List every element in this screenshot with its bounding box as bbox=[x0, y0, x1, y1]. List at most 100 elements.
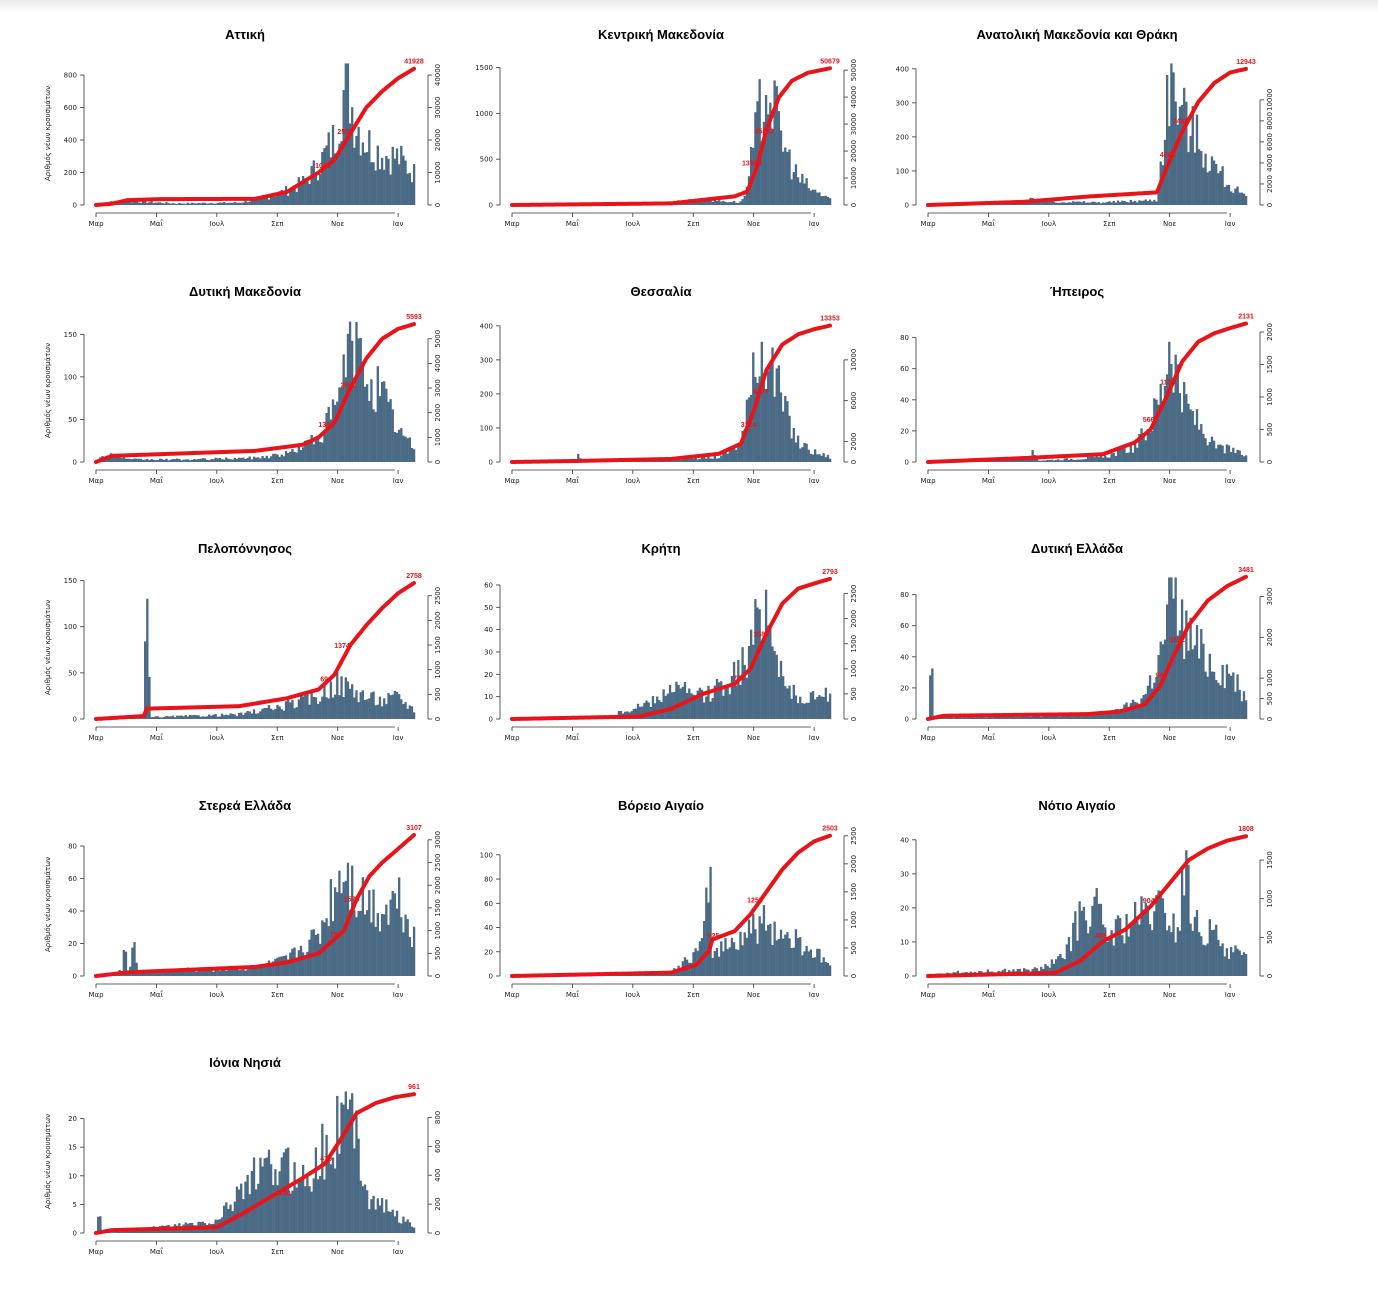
daily-bar bbox=[317, 1179, 319, 1233]
daily-bar bbox=[238, 970, 240, 976]
x-tick-label: Ιαν bbox=[393, 1248, 404, 1256]
daily-bar bbox=[176, 204, 178, 205]
y-tick-label: 30 bbox=[900, 870, 909, 878]
y-tick-label: 300 bbox=[896, 99, 909, 107]
daily-bar bbox=[726, 454, 728, 462]
daily-bar bbox=[1204, 945, 1206, 976]
daily-bar bbox=[735, 203, 737, 205]
daily-bar bbox=[812, 691, 814, 719]
daily-bar bbox=[1217, 173, 1219, 205]
cumulative-annotation: 25342 bbox=[755, 129, 775, 136]
daily-bar bbox=[234, 458, 236, 462]
y-tick-label: 60 bbox=[900, 365, 909, 373]
daily-bar bbox=[709, 867, 711, 976]
daily-bar bbox=[1074, 202, 1076, 205]
daily-bar bbox=[398, 164, 400, 205]
daily-bar bbox=[1096, 203, 1098, 205]
daily-bar bbox=[1243, 691, 1245, 719]
daily-bar bbox=[786, 932, 788, 976]
daily-bar bbox=[407, 174, 409, 205]
daily-bar bbox=[1183, 88, 1185, 205]
daily-bar bbox=[381, 158, 383, 205]
daily-bar bbox=[392, 695, 394, 719]
daily-bar bbox=[385, 905, 387, 976]
daily-bar bbox=[1215, 448, 1217, 462]
daily-bar bbox=[353, 910, 355, 976]
daily-bar bbox=[110, 1232, 112, 1233]
daily-bar bbox=[289, 452, 291, 462]
daily-bar bbox=[210, 716, 212, 719]
daily-bar bbox=[1245, 196, 1247, 205]
daily-bar bbox=[345, 677, 347, 719]
daily-bar bbox=[780, 392, 782, 462]
daily-bar bbox=[385, 1199, 387, 1233]
y-tick-label: 500 bbox=[480, 156, 493, 164]
daily-bar bbox=[413, 927, 415, 976]
daily-bar bbox=[338, 871, 340, 976]
daily-bar bbox=[1232, 193, 1234, 205]
daily-bar bbox=[1100, 456, 1102, 462]
y-tick-label: 60 bbox=[484, 900, 493, 908]
daily-bar bbox=[287, 453, 289, 462]
daily-bar bbox=[379, 396, 381, 462]
daily-bar bbox=[172, 203, 174, 205]
x-tick-label: Νοε bbox=[331, 220, 345, 228]
daily-bar bbox=[204, 458, 206, 462]
daily-bar bbox=[1121, 712, 1123, 719]
daily-bar bbox=[1064, 459, 1066, 462]
daily-bar bbox=[825, 688, 827, 719]
daily-bar bbox=[1151, 431, 1153, 462]
daily-bar bbox=[328, 698, 330, 719]
daily-bar bbox=[1177, 364, 1179, 462]
daily-bar bbox=[1089, 457, 1091, 462]
daily-bar bbox=[827, 702, 829, 719]
daily-bar bbox=[818, 695, 820, 719]
daily-bar bbox=[176, 459, 178, 462]
daily-bar bbox=[212, 459, 214, 462]
daily-bar bbox=[929, 675, 931, 719]
daily-bar bbox=[780, 131, 782, 205]
cumulative-annotation: 2556 bbox=[337, 129, 353, 136]
daily-bar bbox=[138, 202, 140, 205]
y-tick-label: 80 bbox=[484, 876, 493, 884]
y-tick-label: 1000 bbox=[475, 110, 493, 118]
daily-bar bbox=[411, 182, 413, 205]
daily-bar bbox=[1123, 201, 1125, 205]
daily-bar bbox=[249, 456, 251, 462]
x-tick-label: Νοε bbox=[747, 477, 761, 485]
daily-bar bbox=[202, 458, 204, 462]
daily-bar bbox=[1138, 200, 1140, 205]
cumulative-annotation: 1587 bbox=[753, 631, 769, 638]
daily-bar bbox=[310, 166, 312, 205]
daily-bar bbox=[1179, 393, 1181, 462]
y2-tick-label: 1000 bbox=[1266, 669, 1274, 687]
daily-bar bbox=[1125, 202, 1127, 205]
y-tick-label: 80 bbox=[900, 334, 909, 342]
daily-bar bbox=[163, 717, 165, 719]
daily-bar bbox=[1172, 913, 1174, 976]
daily-bar bbox=[965, 718, 967, 719]
daily-bar bbox=[1064, 203, 1066, 205]
daily-bar bbox=[1204, 438, 1206, 462]
y2-tick-label: 6000 bbox=[1266, 133, 1274, 151]
y-tick-label: 40 bbox=[484, 626, 493, 634]
daily-bar bbox=[1059, 460, 1061, 462]
cumulative-annotation: 2906 bbox=[341, 382, 357, 389]
daily-bar bbox=[784, 686, 786, 719]
daily-bar bbox=[1226, 185, 1228, 205]
daily-bar bbox=[360, 911, 362, 976]
daily-bar bbox=[1155, 895, 1157, 976]
daily-bar bbox=[283, 194, 285, 205]
daily-bar bbox=[814, 699, 816, 719]
daily-bar bbox=[716, 679, 718, 719]
daily-bar bbox=[1051, 201, 1053, 205]
daily-bar bbox=[206, 204, 208, 205]
daily-bar bbox=[1130, 703, 1132, 719]
daily-bar bbox=[1232, 952, 1234, 976]
daily-bar bbox=[705, 458, 707, 462]
x-tick-label: Ιουλ bbox=[210, 477, 225, 485]
daily-bar bbox=[746, 678, 748, 719]
y-tick-label: 0 bbox=[73, 459, 77, 467]
daily-bar bbox=[366, 699, 368, 719]
daily-bar bbox=[1110, 202, 1112, 205]
